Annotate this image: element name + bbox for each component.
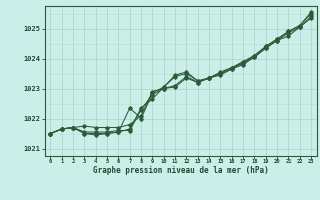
X-axis label: Graphe pression niveau de la mer (hPa): Graphe pression niveau de la mer (hPa) — [93, 166, 269, 175]
